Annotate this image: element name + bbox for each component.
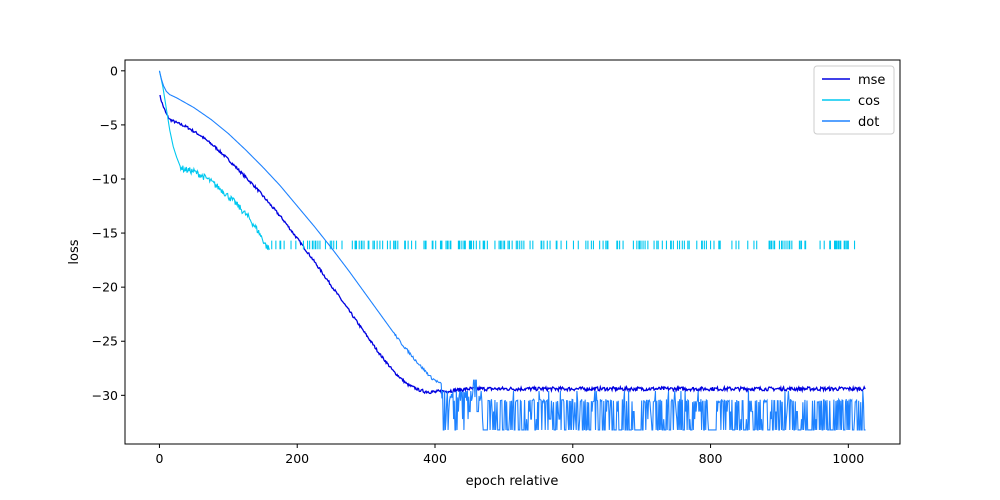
legend: mse cos dot (813, 65, 895, 135)
plot-frame (124, 59, 901, 445)
plot-lines (158, 70, 866, 431)
x-tick-label: 200 (285, 451, 309, 466)
y-tick-label: −15 (92, 226, 118, 241)
y-tick-label: −25 (92, 334, 118, 349)
x-tick-label: 0 (155, 451, 163, 466)
y-tick-label: −20 (92, 280, 118, 295)
y-axis: 0 −5 −10 −15 −20 −25 −30 (92, 63, 125, 403)
y-tick-label: −5 (100, 117, 118, 132)
legend-label-mse: mse (858, 73, 885, 88)
x-tick-label: 1000 (832, 451, 864, 466)
series-mse-line (159, 94, 866, 395)
x-tick-label: 400 (423, 451, 447, 466)
series-cos-line (158, 70, 271, 251)
legend-label-dot: dot (858, 115, 879, 130)
x-tick-label: 800 (699, 451, 723, 466)
legend-box (813, 65, 895, 135)
series-cos-plateau (271, 240, 856, 250)
y-tick-label: 0 (110, 63, 118, 78)
x-tick-label: 600 (561, 451, 585, 466)
y-tick-label: −30 (92, 388, 118, 403)
x-axis: 0 200 400 600 800 1000 (155, 444, 864, 466)
series-dot-line (158, 70, 866, 431)
y-tick-label: −10 (92, 171, 118, 186)
y-axis-label: loss (67, 239, 82, 264)
legend-label-cos: cos (858, 94, 880, 109)
x-axis-label: epoch relative (466, 474, 559, 489)
